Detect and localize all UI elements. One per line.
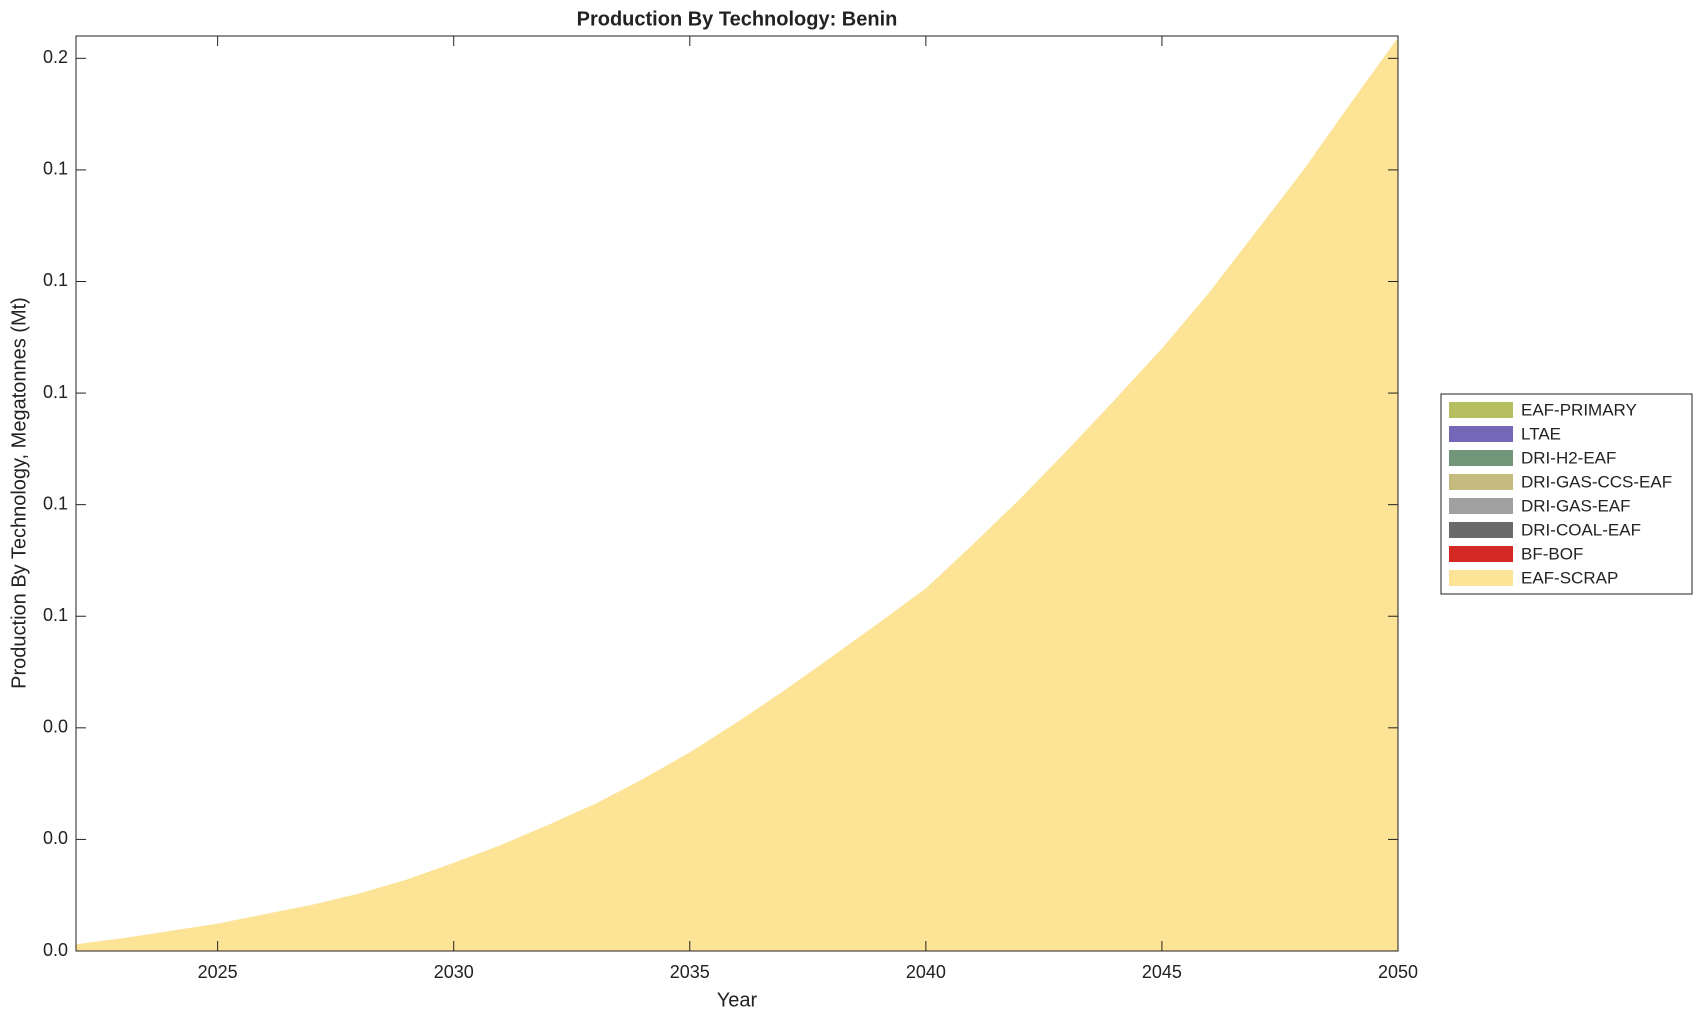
y-tick-label: 0.1	[43, 605, 68, 625]
chart-title: Production By Technology: Benin	[577, 8, 898, 30]
legend-label: BF-BOF	[1521, 544, 1583, 563]
legend-swatch	[1449, 450, 1513, 466]
x-tick-label: 2030	[434, 962, 474, 982]
legend-swatch	[1449, 402, 1513, 418]
legend-swatch	[1449, 522, 1513, 538]
y-tick-label: 0.2	[43, 47, 68, 67]
legend-label: EAF-SCRAP	[1521, 568, 1618, 587]
y-axis-label: Production By Technology, Megatonnes (Mt…	[8, 297, 30, 689]
x-tick-label: 2050	[1378, 962, 1418, 982]
areas	[76, 37, 1398, 952]
x-axis-label: Year	[717, 989, 758, 1011]
legend-label: DRI-GAS-CCS-EAF	[1521, 472, 1672, 491]
y-tick-label: 0.1	[43, 270, 68, 290]
x-tick-label: 2025	[198, 962, 238, 982]
legend-swatch	[1449, 474, 1513, 490]
y-tick-label: 0.0	[43, 717, 68, 737]
legend-swatch	[1449, 426, 1513, 442]
y-tick-label: 0.0	[43, 828, 68, 848]
x-tick-label: 2035	[670, 962, 710, 982]
y-tick-label: 0.1	[43, 382, 68, 402]
legend-swatch	[1449, 570, 1513, 586]
area	[76, 37, 1398, 952]
legend-label: DRI-H2-EAF	[1521, 448, 1616, 467]
legend-label: DRI-GAS-EAF	[1521, 496, 1631, 515]
plot-frame	[75, 35, 1399, 952]
x-tick-label: 2045	[1142, 962, 1182, 982]
y-tick-label: 0.1	[43, 159, 68, 179]
legend: EAF-PRIMARY LTAE DRI-H2-EAF DRI-GAS-CCS-EAF…	[1440, 393, 1693, 595]
x-tick-label: 2040	[906, 962, 946, 982]
legend-label: LTAE	[1521, 424, 1561, 443]
legend-swatch	[1449, 546, 1513, 562]
legend-label: DRI-COAL-EAF	[1521, 520, 1641, 539]
legend-label: EAF-PRIMARY	[1521, 400, 1637, 419]
legend-swatch	[1449, 498, 1513, 514]
y-tick-label: 0.0	[43, 940, 68, 960]
legend-box	[1440, 393, 1693, 595]
y-tick-label: 0.1	[43, 493, 68, 513]
